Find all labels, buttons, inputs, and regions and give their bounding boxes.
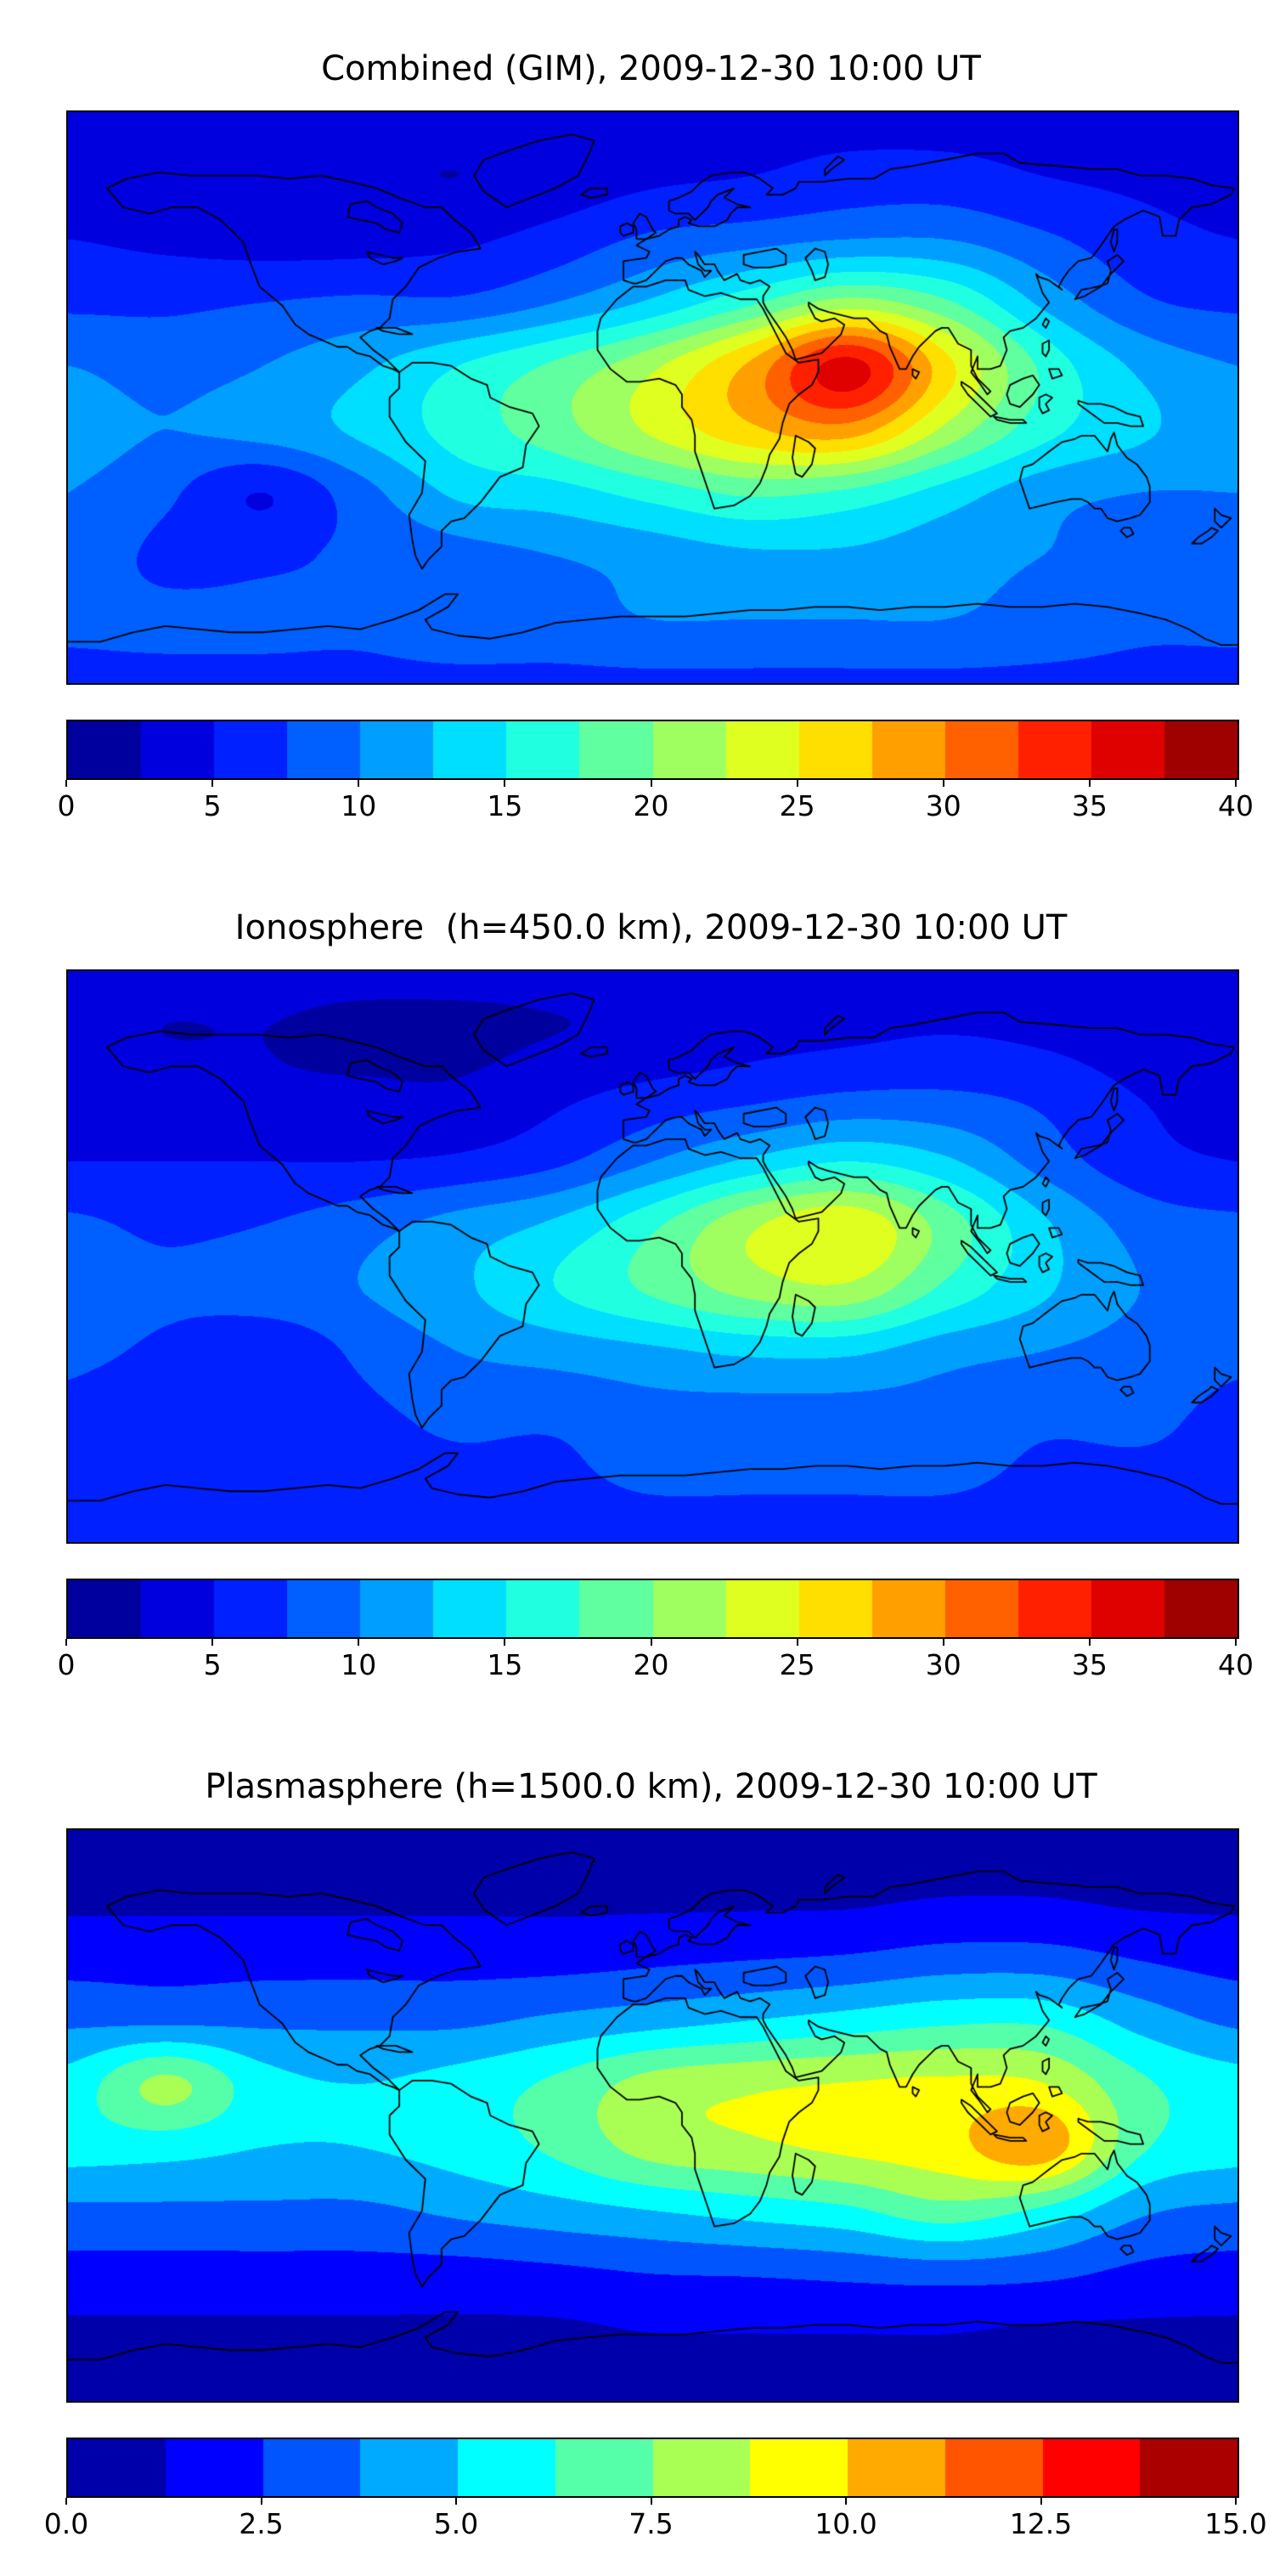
colorbar-tickmark [650,780,652,787]
colorbar-tickmark [1235,1639,1237,1646]
colorbar-ionosphere [66,1579,1239,1639]
colorbar-tick-labels: 0.0 2.5 5.0 7.5 10.0 12.5 15.0 [44,2507,1267,2545]
world-map-combined [66,110,1239,685]
colorbar-tick-label: 25 [779,1648,815,1681]
colorbar-tickmark [65,780,67,787]
colorbar-tickmark [1088,780,1091,787]
panel-plasmasphere: Plasmasphere (h=1500.0 km), 2009-12-30 1… [0,1718,1274,2576]
colorbar-tickmark [650,2498,652,2505]
colorbar-canvas [68,2439,1237,2496]
colorbar-canvas [68,1580,1237,1637]
contour-map-canvas [68,1830,1237,2401]
colorbar-tickmark [942,780,944,787]
colorbar-tickmark [211,780,214,787]
colorbar-tick-label: 10.0 [815,2507,877,2540]
panel-combined: Combined (GIM), 2009-12-30 10:00 UT 0 5 10… [0,0,1274,858]
colorbar-tick-label: 25 [779,789,815,822]
colorbar-tickmark [65,1639,67,1646]
panel-title-combined: Combined (GIM), 2009-12-30 10:00 UT [321,49,981,88]
panel-title-plasmasphere: Plasmasphere (h=1500.0 km), 2009-12-30 1… [205,1767,1097,1806]
colorbar-tickmark [796,780,798,787]
colorbar-tick-label: 30 [925,1648,961,1681]
colorbar-tick-label: 0 [57,1648,76,1681]
colorbar-tickmark [942,1639,944,1646]
colorbar-tick-label: 12.5 [1009,2507,1073,2540]
colorbar-tickmark [1088,1639,1091,1646]
colorbar-tick-label: 20 [633,1648,669,1681]
colorbar-tick-label: 15 [487,789,523,822]
colorbar-tickmark [1235,780,1237,787]
colorbar-canvas [68,721,1237,778]
contour-map-canvas [68,971,1237,1542]
colorbar-tick-label: 5 [203,1648,222,1681]
colorbar-combined [66,720,1239,780]
colorbar-tickmark [1235,2498,1237,2505]
world-map-ionosphere [66,969,1239,1544]
colorbar-tick-label: 40 [1218,1648,1254,1681]
colorbar-tick-label: 0.0 [43,2507,89,2540]
colorbar-tick-label: 15.0 [1204,2507,1267,2540]
colorbar-tickmark [358,1639,360,1646]
colorbar-tick-label: 35 [1071,789,1108,822]
panel-title-ionosphere: Ionosphere (h=450.0 km), 2009-12-30 10:0… [234,908,1068,947]
colorbar-tick-label: 20 [633,789,669,822]
colorbar-tick-label: 2.5 [239,2507,284,2540]
colorbar-tickmark [845,2498,847,2505]
contour-map-canvas [68,112,1237,683]
colorbar-tickmark [504,1639,506,1646]
world-map-plasmasphere [66,1828,1239,2403]
colorbar-tick-label: 7.5 [629,2507,674,2540]
colorbar-tick-labels: 0 5 10 15 20 25 30 35 40 [58,789,1254,827]
panel-ionosphere: Ionosphere (h=450.0 km), 2009-12-30 10:0… [0,859,1274,1717]
colorbar-tickmark [504,780,506,787]
colorbar-tick-label: 10 [341,1648,377,1681]
colorbar-tick-label: 15 [487,1648,523,1681]
colorbar-tick-label: 10 [341,789,377,822]
colorbar-tick-label: 30 [925,789,961,822]
colorbar-tick-label: 35 [1071,1648,1108,1681]
colorbar-tickmark [455,2498,457,2505]
colorbar-tick-labels: 0 5 10 15 20 25 30 35 40 [58,1648,1254,1686]
colorbar-tick-label: 5.0 [433,2507,479,2540]
colorbar-tickmark [358,780,360,787]
colorbar-tick-label: 5 [203,789,222,822]
colorbar-tick-label: 40 [1218,789,1254,822]
colorbar-tick-label: 0 [57,789,76,822]
colorbar-tickmark [65,2498,67,2505]
colorbar-tickmark [211,1639,214,1646]
colorbar-plasmasphere [66,2438,1239,2498]
colorbar-tickmark [650,1639,652,1646]
colorbar-tickmark [1040,2498,1042,2505]
colorbar-tickmark [796,1639,798,1646]
colorbar-tickmark [260,2498,262,2505]
